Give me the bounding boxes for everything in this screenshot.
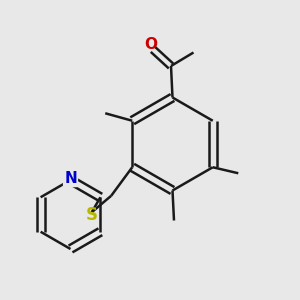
Text: S: S	[86, 206, 98, 224]
Text: N: N	[64, 171, 77, 186]
Text: O: O	[144, 37, 157, 52]
